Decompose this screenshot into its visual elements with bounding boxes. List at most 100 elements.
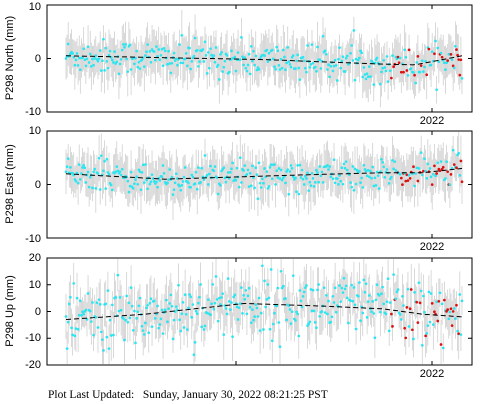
data-point: [387, 329, 391, 333]
data-point: [98, 302, 102, 306]
data-point: [189, 295, 192, 299]
data-point: [448, 310, 452, 314]
data-point: [66, 157, 70, 160]
data-point: [177, 283, 180, 287]
data-point: [280, 66, 284, 70]
data-point: [331, 69, 335, 73]
recent-point: [430, 301, 434, 305]
data-point: [255, 173, 259, 176]
recent-point: [452, 163, 456, 166]
data-point: [118, 170, 122, 174]
data-point: [431, 323, 435, 326]
data-point: [133, 309, 136, 313]
data-point: [134, 178, 137, 181]
data-point: [399, 318, 403, 321]
recent-point: [449, 307, 453, 311]
data-point: [245, 312, 249, 316]
data-point: [363, 290, 367, 294]
data-point: [388, 301, 392, 304]
data-point: [135, 175, 138, 179]
data-point: [425, 332, 429, 335]
data-point: [459, 333, 463, 337]
data-point: [217, 78, 221, 81]
data-point: [82, 47, 85, 51]
data-point: [77, 56, 81, 60]
data-point: [358, 170, 361, 173]
data-point: [376, 174, 380, 178]
data-point: [320, 310, 324, 313]
data-point: [244, 289, 248, 292]
data-point: [87, 185, 91, 189]
data-point: [138, 170, 142, 174]
data-point: [101, 338, 104, 342]
recent-point: [450, 324, 454, 327]
data-point: [94, 316, 98, 319]
data-point: [190, 173, 194, 177]
data-point: [428, 167, 432, 170]
data-point: [338, 284, 341, 287]
recent-point: [397, 61, 401, 65]
data-point: [65, 165, 69, 169]
data-point: [162, 46, 166, 50]
data-point: [315, 326, 318, 330]
data-point: [352, 188, 356, 192]
data-point: [273, 311, 276, 315]
data-point: [125, 57, 129, 61]
recent-point: [455, 166, 458, 170]
data-point: [165, 298, 168, 302]
points-0: [64, 29, 464, 92]
data-point: [425, 177, 429, 180]
data-point: [375, 170, 379, 174]
data-point: [201, 48, 205, 51]
ytick-up-0: 0: [35, 306, 41, 318]
data-point: [328, 165, 331, 168]
data-point: [371, 61, 375, 64]
data-point: [232, 295, 236, 299]
data-point: [278, 68, 282, 71]
data-point: [120, 48, 124, 52]
data-point: [119, 308, 123, 312]
data-point: [190, 316, 194, 319]
data-point: [420, 59, 424, 63]
data-point: [114, 296, 117, 299]
data-point: [360, 51, 363, 55]
data-point: [226, 277, 230, 280]
trend-line: [65, 167, 463, 180]
recent-point: [404, 179, 408, 183]
data-point: [385, 55, 389, 58]
data-point: [131, 328, 135, 332]
recent-point: [430, 183, 434, 186]
data-point: [255, 68, 259, 72]
data-point: [435, 88, 438, 92]
panel-east: P298 East (mm) 10 0 -10 2022: [4, 125, 473, 253]
data-point: [80, 314, 83, 317]
data-point: [124, 43, 127, 46]
data-point: [213, 301, 217, 305]
plot-updated-footer: Plot Last Updated: Sunday, January 30, 2…: [48, 389, 328, 401]
data-point: [96, 172, 100, 175]
data-point: [366, 168, 370, 172]
recent-point: [439, 343, 443, 346]
data-point: [99, 330, 103, 334]
data-point: [371, 300, 375, 303]
data-point: [351, 165, 355, 168]
recent-point: [396, 55, 400, 59]
data-point: [355, 168, 359, 172]
data-point: [364, 169, 368, 173]
data-point: [381, 161, 384, 164]
ytick-up-minus20: -20: [25, 359, 41, 371]
data-point: [102, 349, 105, 352]
data-point: [98, 49, 102, 52]
data-point: [285, 61, 288, 65]
data-point: [208, 66, 211, 70]
data-point: [179, 329, 183, 333]
data-point: [209, 164, 212, 168]
data-point: [237, 306, 241, 310]
data-point: [203, 40, 207, 44]
data-point: [363, 73, 367, 76]
data-point: [427, 290, 431, 294]
data-point: [125, 294, 129, 298]
data-point: [139, 188, 143, 192]
data-point: [197, 64, 200, 68]
data-point: [236, 318, 240, 321]
